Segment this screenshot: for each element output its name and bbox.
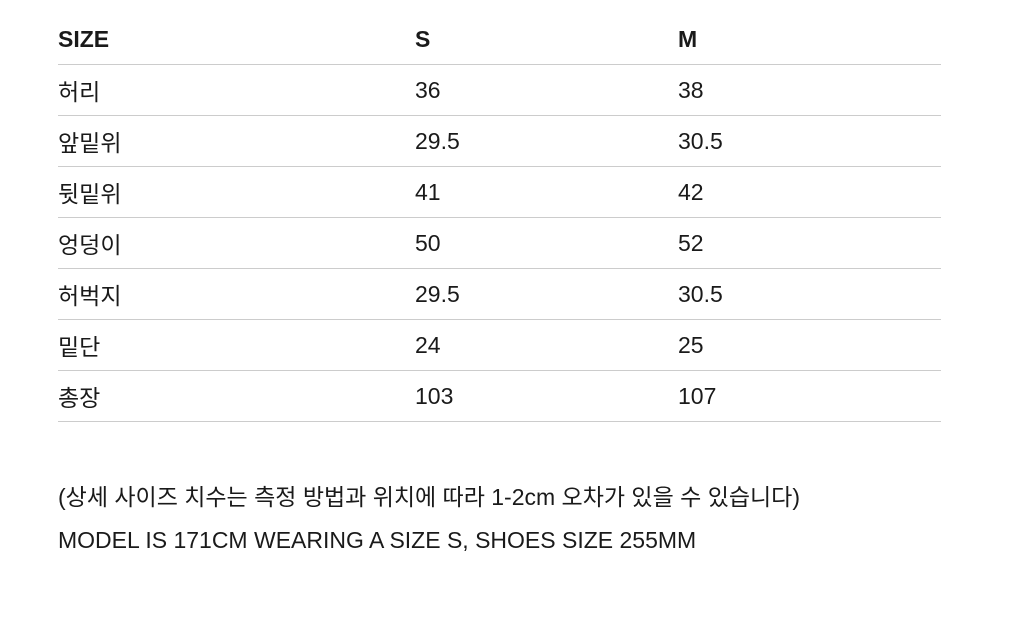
measurement-disclaimer: (상세 사이즈 치수는 측정 방법과 위치에 따라 1-2cm 오차가 있을 수… <box>58 484 800 510</box>
size-chart-header: SIZE S M <box>58 14 941 65</box>
table-row: 뒷밑위 41 42 <box>58 166 941 218</box>
header-s: S <box>415 14 678 65</box>
size-s-value: 29.5 <box>415 115 678 167</box>
table-row: 밑단 24 25 <box>58 319 941 371</box>
measurement-label: 엉덩이 <box>58 217 415 269</box>
size-m-value: 30.5 <box>678 268 941 320</box>
measurement-label: 앞밑위 <box>58 115 415 167</box>
size-m-value: 38 <box>678 64 941 116</box>
size-m-value: 25 <box>678 319 941 371</box>
model-info: MODEL IS 171CM WEARING A SIZE S, SHOES S… <box>58 527 697 553</box>
size-s-value: 103 <box>415 370 678 422</box>
size-s-value: 36 <box>415 64 678 116</box>
size-s-value: 50 <box>415 217 678 269</box>
size-m-value: 52 <box>678 217 941 269</box>
measurement-label: 총장 <box>58 370 415 422</box>
size-s-value: 41 <box>415 166 678 218</box>
header-row: SIZE S M <box>58 14 941 65</box>
table-row: 허리 36 38 <box>58 64 941 116</box>
size-notes: (상세 사이즈 치수는 측정 방법과 위치에 따라 1-2cm 오차가 있을 수… <box>58 476 958 562</box>
table-row: 엉덩이 50 52 <box>58 217 941 269</box>
table-row: 허벅지 29.5 30.5 <box>58 268 941 320</box>
measurement-label: 허벅지 <box>58 268 415 320</box>
size-m-value: 30.5 <box>678 115 941 167</box>
size-chart-table: SIZE S M 허리 36 38 앞밑위 29.5 30.5 뒷밑위 41 4… <box>58 14 941 422</box>
table-row: 앞밑위 29.5 30.5 <box>58 115 941 167</box>
measurement-label: 뒷밑위 <box>58 166 415 218</box>
header-size: SIZE <box>58 14 415 65</box>
measurement-label: 허리 <box>58 64 415 116</box>
size-chart-body: 허리 36 38 앞밑위 29.5 30.5 뒷밑위 41 42 엉덩이 50 … <box>58 64 941 422</box>
table-row: 총장 103 107 <box>58 370 941 422</box>
header-m: M <box>678 14 941 65</box>
measurement-label: 밑단 <box>58 319 415 371</box>
size-m-value: 42 <box>678 166 941 218</box>
size-s-value: 24 <box>415 319 678 371</box>
size-s-value: 29.5 <box>415 268 678 320</box>
size-m-value: 107 <box>678 370 941 422</box>
